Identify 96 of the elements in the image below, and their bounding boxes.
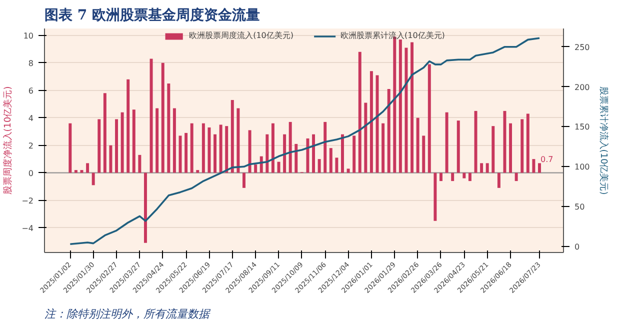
y-tick-label: 10 <box>23 31 34 40</box>
bar <box>428 64 431 173</box>
bar <box>74 170 78 173</box>
bar <box>161 62 164 173</box>
y2-axis-title: 股票累计净流入(10亿美元) <box>598 86 609 195</box>
bar <box>387 88 390 173</box>
bar <box>294 144 298 173</box>
bar <box>503 110 506 173</box>
bar <box>167 83 170 173</box>
bar <box>422 136 426 173</box>
bar <box>266 134 269 173</box>
bar <box>288 122 292 173</box>
bar <box>190 123 194 173</box>
bar <box>86 163 90 173</box>
bar <box>219 124 222 173</box>
bar <box>184 132 188 173</box>
bar <box>526 114 530 173</box>
bar <box>440 172 442 182</box>
y2-tick-label: 100 <box>574 162 590 172</box>
bar <box>144 172 147 243</box>
bar <box>532 159 536 173</box>
bar <box>538 163 541 173</box>
bar <box>456 120 460 173</box>
bar <box>370 71 373 173</box>
bar <box>208 127 211 173</box>
y-tick-label: 4 <box>28 114 34 123</box>
bar <box>196 170 200 173</box>
y2-tick-label: 150 <box>574 122 590 132</box>
bar <box>486 163 489 173</box>
bar <box>318 159 321 173</box>
bar <box>80 170 84 173</box>
bar <box>352 136 356 173</box>
bar <box>358 52 362 173</box>
text: 注：除特别注明外，所有流量数据 <box>44 308 212 320</box>
bar <box>335 158 338 173</box>
chart-title: 图表 7 欧洲股票基金周度资金流量 <box>44 6 260 24</box>
bar <box>172 108 176 173</box>
bar <box>68 123 72 173</box>
bar <box>329 148 332 173</box>
bar <box>514 172 518 182</box>
bar <box>103 93 106 173</box>
bar <box>92 172 95 186</box>
bar <box>497 172 500 188</box>
bar <box>242 172 246 188</box>
bar <box>156 108 159 173</box>
bar <box>480 163 484 173</box>
y-tick-label: 6 <box>28 86 34 96</box>
bar <box>416 118 420 173</box>
bar <box>509 123 512 173</box>
bar <box>346 168 350 173</box>
bar <box>120 112 124 173</box>
y-tick-label: 8 <box>28 58 34 68</box>
y-tick-label: −4 <box>22 224 34 233</box>
bar <box>382 123 385 173</box>
bar <box>109 145 112 173</box>
bar <box>126 79 130 173</box>
bar <box>202 123 205 173</box>
bar <box>434 172 437 221</box>
y-tick-label: −2 <box>22 196 34 206</box>
y2-tick-label: 250 <box>574 42 590 52</box>
bar <box>132 110 136 173</box>
bar <box>462 172 466 178</box>
bar <box>150 58 153 173</box>
y-tick-label: 2 <box>28 141 34 150</box>
y2-tick-label: 0 <box>574 242 580 252</box>
bar <box>214 134 217 173</box>
bar <box>398 39 402 173</box>
bar <box>98 119 101 173</box>
legend-label: 欧洲股票累计流入(10亿美元) <box>340 30 445 41</box>
bar <box>115 119 118 173</box>
data-label: 0.7 <box>540 155 554 164</box>
bar <box>306 138 310 173</box>
bar <box>341 134 344 173</box>
bar <box>230 100 234 173</box>
y2-tick-label: 50 <box>574 202 585 212</box>
bar <box>271 123 274 173</box>
bar <box>451 172 454 182</box>
y2-tick-label: 200 <box>574 82 590 92</box>
y-tick-label: 0 <box>28 168 34 178</box>
bar <box>410 42 414 173</box>
bar <box>225 126 228 173</box>
bar <box>324 122 327 173</box>
bar <box>364 102 368 173</box>
legend-label: 欧洲股票周度流入(10亿美元) <box>189 30 294 41</box>
y-axis-title: 股票周度净流入(10亿美元) <box>2 86 14 195</box>
bar <box>445 112 448 173</box>
bar <box>248 130 252 173</box>
bar <box>520 119 524 173</box>
bar <box>312 134 316 173</box>
bar <box>468 172 472 182</box>
bar <box>254 164 258 173</box>
bar <box>404 48 408 173</box>
bar <box>236 108 240 173</box>
bar <box>492 126 495 173</box>
bar <box>283 134 286 173</box>
bar <box>138 154 142 173</box>
